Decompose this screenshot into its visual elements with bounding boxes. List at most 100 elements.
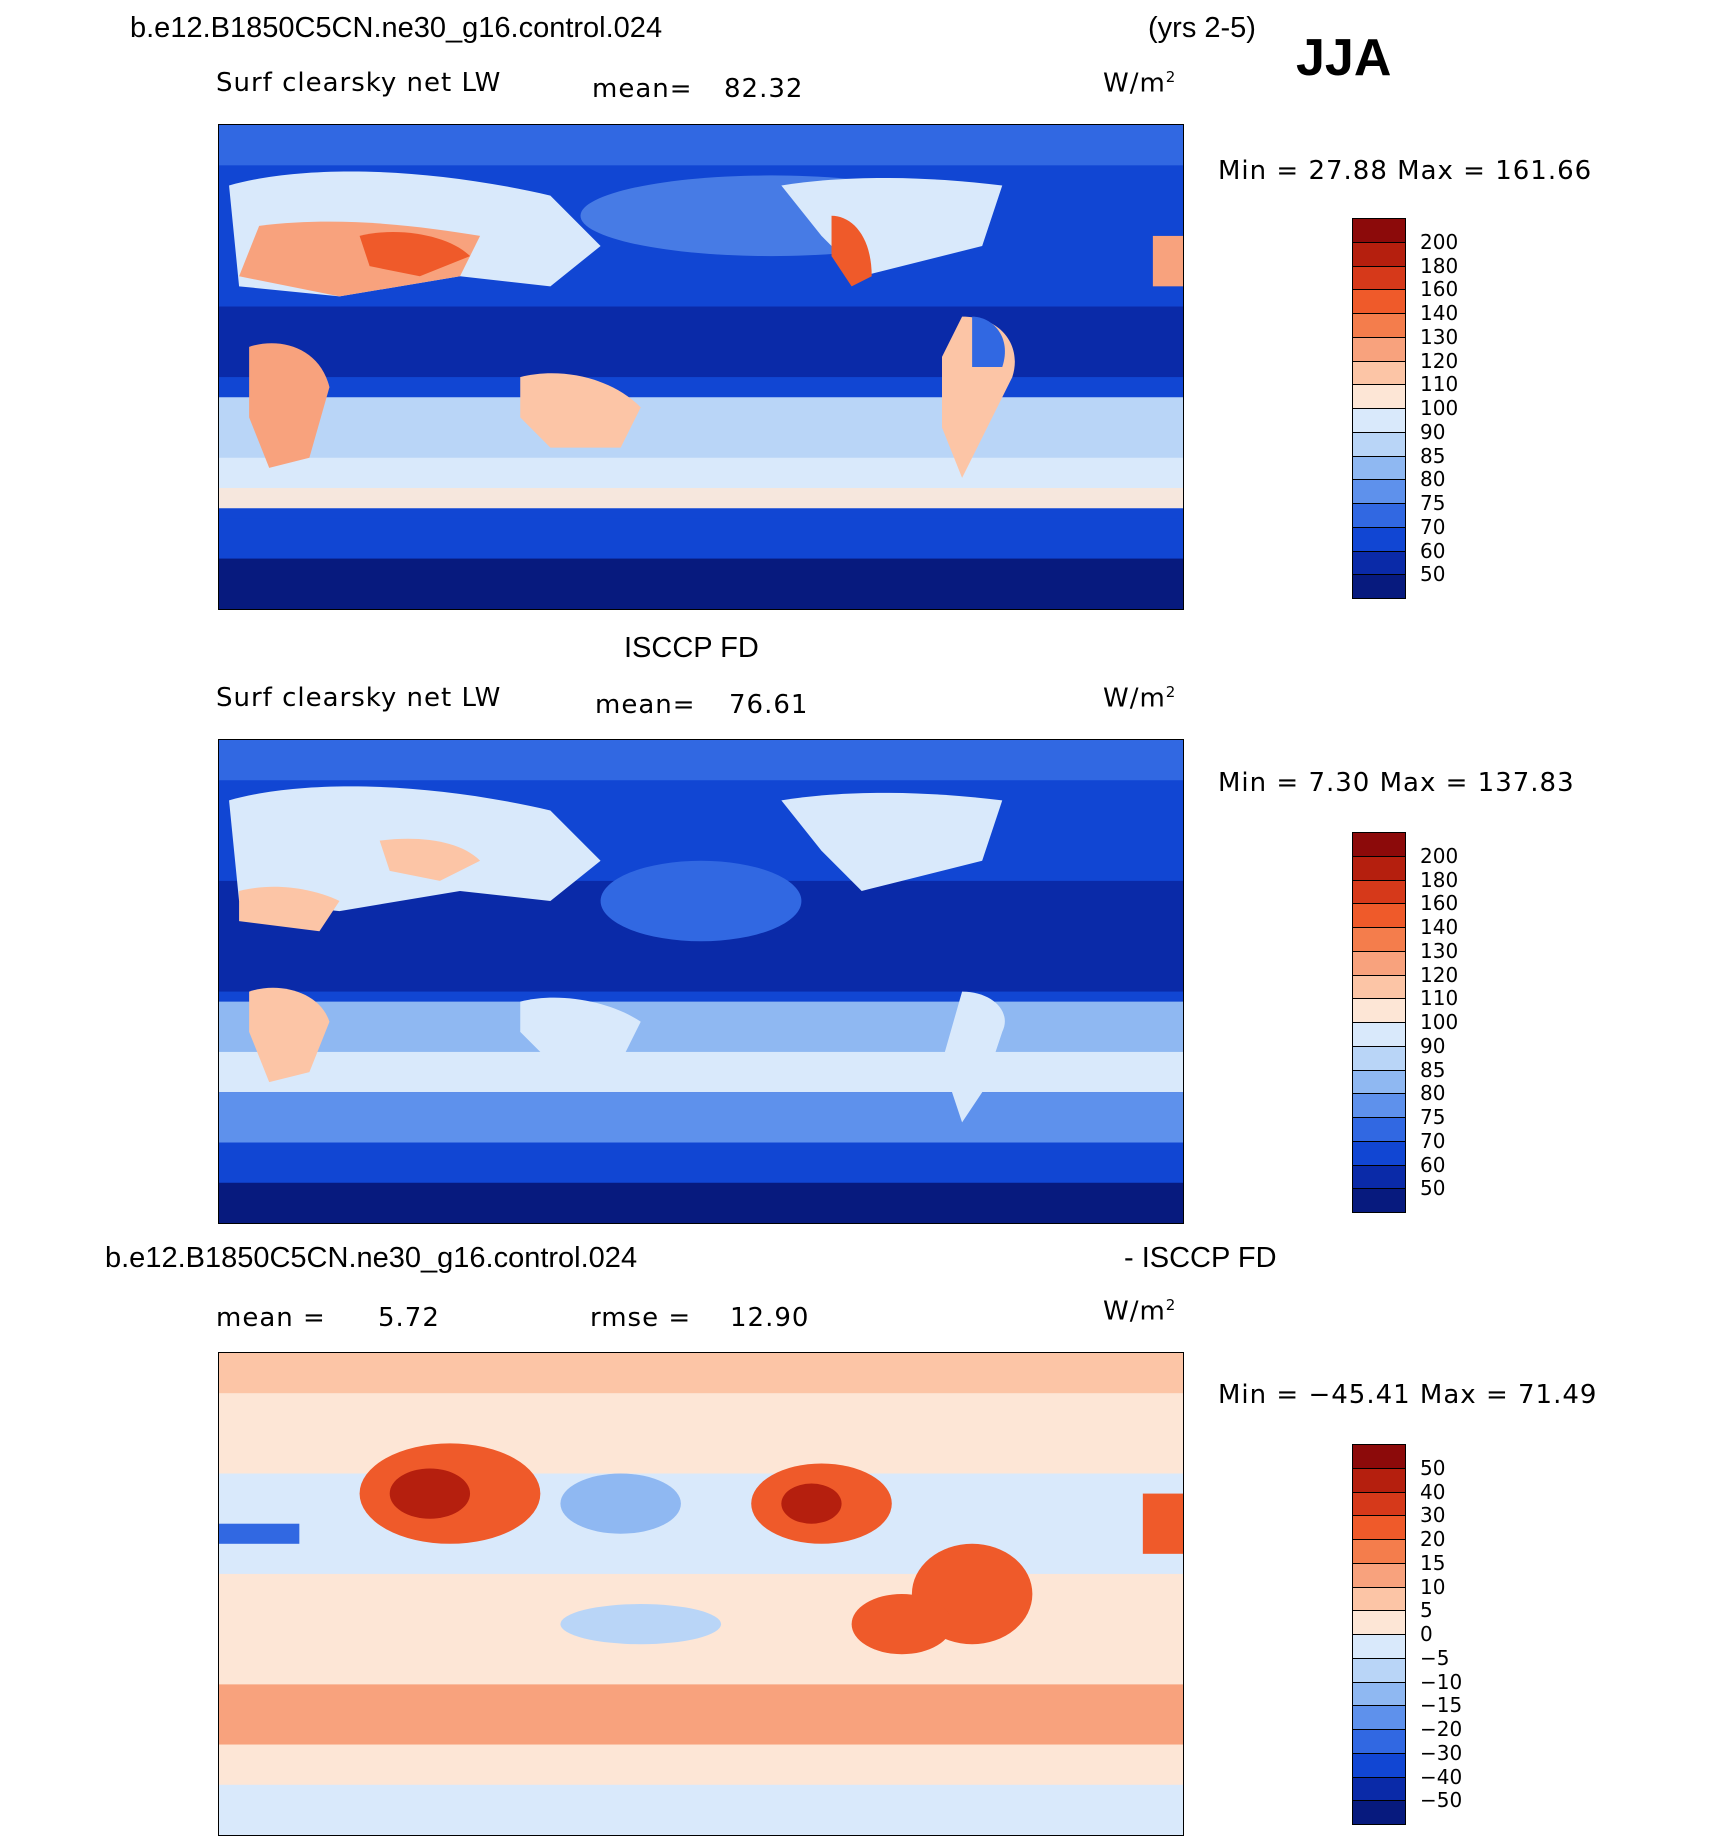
colorbar-tick-label: 75: [1420, 1105, 1446, 1129]
panel2-map-svg: [219, 740, 1183, 1223]
panel3-map-svg: [219, 1353, 1183, 1835]
colorbar-segment: [1352, 503, 1406, 528]
colorbar-segment: [1352, 1467, 1406, 1493]
colorbar-tick-label: 10: [1420, 1574, 1446, 1599]
colorbar-segment: [1352, 1491, 1406, 1517]
colorbar-tick-label: −20: [1420, 1717, 1463, 1741]
panel2-title: ISCCP FD: [624, 632, 759, 664]
colorbar-segment: [1352, 218, 1406, 243]
colorbar-segment: [1352, 360, 1406, 386]
colorbar-segment: [1352, 998, 1406, 1023]
panel2-variable: Surf clearsky net LW: [216, 683, 502, 713]
season-label: JJA: [1296, 29, 1392, 87]
panel3-title-left: b.e12.B1850C5CN.ne30_g16.control.024: [105, 1242, 638, 1274]
colorbar-segment: [1352, 1562, 1406, 1588]
colorbar-segment: [1352, 479, 1406, 504]
colorbar-tick-label: 80: [1420, 467, 1446, 492]
colorbar-tick-label: −10: [1420, 1669, 1463, 1694]
colorbar-segment: [1352, 1069, 1406, 1095]
colorbar-segment: [1352, 1515, 1406, 1540]
colorbar-tick-label: 110: [1420, 372, 1459, 397]
colorbar-segment: [1352, 574, 1406, 599]
colorbar-segment: [1352, 1093, 1406, 1118]
panel3-colorbar: 50 40 30 20 15 10 5 0 −5 −10 −15 −20 −30 −40 −50: [1352, 1444, 1462, 1825]
colorbar-tick-label: 130: [1420, 938, 1459, 963]
panel3-mean-value: 5.72: [378, 1303, 440, 1333]
panel1-mean-label: mean=: [592, 74, 693, 104]
colorbar-tick-label: 180: [1420, 253, 1459, 278]
colorbar-tick-label: 120: [1420, 962, 1459, 987]
panel3-title-right: - ISCCP FD: [1124, 1242, 1277, 1274]
colorbar-tick-label: 70: [1420, 1128, 1446, 1153]
colorbar-tick-label: 80: [1420, 1081, 1446, 1106]
colorbar-tick-label: 30: [1420, 1503, 1446, 1528]
colorbar-segment: [1352, 927, 1406, 952]
colorbar-tick-label: 160: [1420, 277, 1459, 302]
colorbar-tick-label: −5: [1420, 1645, 1450, 1670]
colorbar-tick-label: 180: [1420, 867, 1459, 892]
colorbar-segment: [1352, 1705, 1406, 1730]
colorbar-tick-label: 70: [1420, 514, 1446, 539]
colorbar-tick-label: 90: [1420, 419, 1446, 444]
colorbar-segment: [1352, 974, 1406, 1000]
panel3-rmse-label: rmse =: [590, 1303, 692, 1333]
colorbar-segment: [1352, 241, 1406, 267]
colorbar-tick-label: 75: [1420, 491, 1446, 515]
colorbar-tick-label: 160: [1420, 891, 1459, 916]
colorbar-segment: [1352, 903, 1406, 928]
colorbar-tick-label: −30: [1420, 1740, 1463, 1765]
colorbar-segment: [1352, 1539, 1406, 1564]
panel2-minmax: Min = 7.30 Max = 137.83: [1218, 768, 1575, 798]
colorbar-segment: [1352, 1610, 1406, 1635]
colorbar-segment: [1352, 265, 1406, 291]
panel2-mean-value: 76.61: [729, 690, 809, 720]
colorbar-tick-label: 40: [1420, 1479, 1446, 1504]
colorbar-segment: [1352, 336, 1406, 362]
colorbar-tick-label: 15: [1420, 1550, 1446, 1575]
colorbar-segment: [1352, 1800, 1406, 1825]
panel1-map: [218, 124, 1184, 610]
colorbar-segment: [1352, 1634, 1406, 1659]
colorbar-segment: [1352, 950, 1406, 976]
colorbar-segment: [1352, 408, 1406, 433]
colorbar-segment: [1352, 855, 1406, 881]
colorbar-tick-label: −50: [1420, 1788, 1463, 1813]
colorbar-tick-label: 140: [1420, 301, 1459, 325]
panel3-mean-label: mean =: [216, 1303, 326, 1333]
colorbar-tick-label: 100: [1420, 396, 1459, 420]
panel1-colorbar: 200 180 160 140 130 120 110 100 90 85 80 75 70 60 50: [1352, 218, 1458, 599]
colorbar-tick-label: 0: [1420, 1622, 1433, 1646]
panel3-map: [218, 1352, 1184, 1836]
colorbar-segment: [1352, 1045, 1406, 1071]
colorbar-segment: [1352, 289, 1406, 314]
colorbar-segment: [1352, 832, 1406, 857]
colorbar-tick-label: 50: [1420, 1455, 1446, 1480]
colorbar-segment: [1352, 550, 1406, 576]
colorbar-segment: [1352, 1164, 1406, 1190]
colorbar-segment: [1352, 879, 1406, 905]
colorbar-tick-label: 110: [1420, 986, 1459, 1011]
case-title: b.e12.B1850C5CN.ne30_g16.control.024: [130, 12, 663, 44]
panel2-mean-label: mean=: [595, 690, 696, 720]
colorbar-segment: [1352, 455, 1406, 481]
colorbar-segment: [1352, 1188, 1406, 1213]
colorbar-tick-label: 100: [1420, 1010, 1459, 1034]
colorbar-tick-label: 20: [1420, 1527, 1446, 1551]
panel2-units: W/m2: [1103, 683, 1177, 714]
colorbar-segment: [1352, 1117, 1406, 1142]
panel1-map-svg: [219, 125, 1183, 609]
years-label: (yrs 2-5): [1148, 12, 1256, 44]
colorbar-segment: [1352, 1586, 1406, 1612]
colorbar-tick-label: −40: [1420, 1764, 1463, 1789]
panel1-minmax: Min = 27.88 Max = 161.66: [1218, 156, 1593, 186]
colorbar-tick-label: 60: [1420, 538, 1446, 563]
colorbar-tick-label: 140: [1420, 915, 1459, 939]
colorbar-segment: [1352, 1657, 1406, 1683]
panel1-units: W/m2: [1103, 68, 1177, 99]
panel1-mean-value: 82.32: [724, 74, 804, 104]
colorbar-segment: [1352, 313, 1406, 338]
panel2-map: [218, 739, 1184, 1224]
colorbar-segment: [1352, 1752, 1406, 1778]
colorbar-tick-label: 90: [1420, 1033, 1446, 1058]
colorbar-segment: [1352, 384, 1406, 409]
